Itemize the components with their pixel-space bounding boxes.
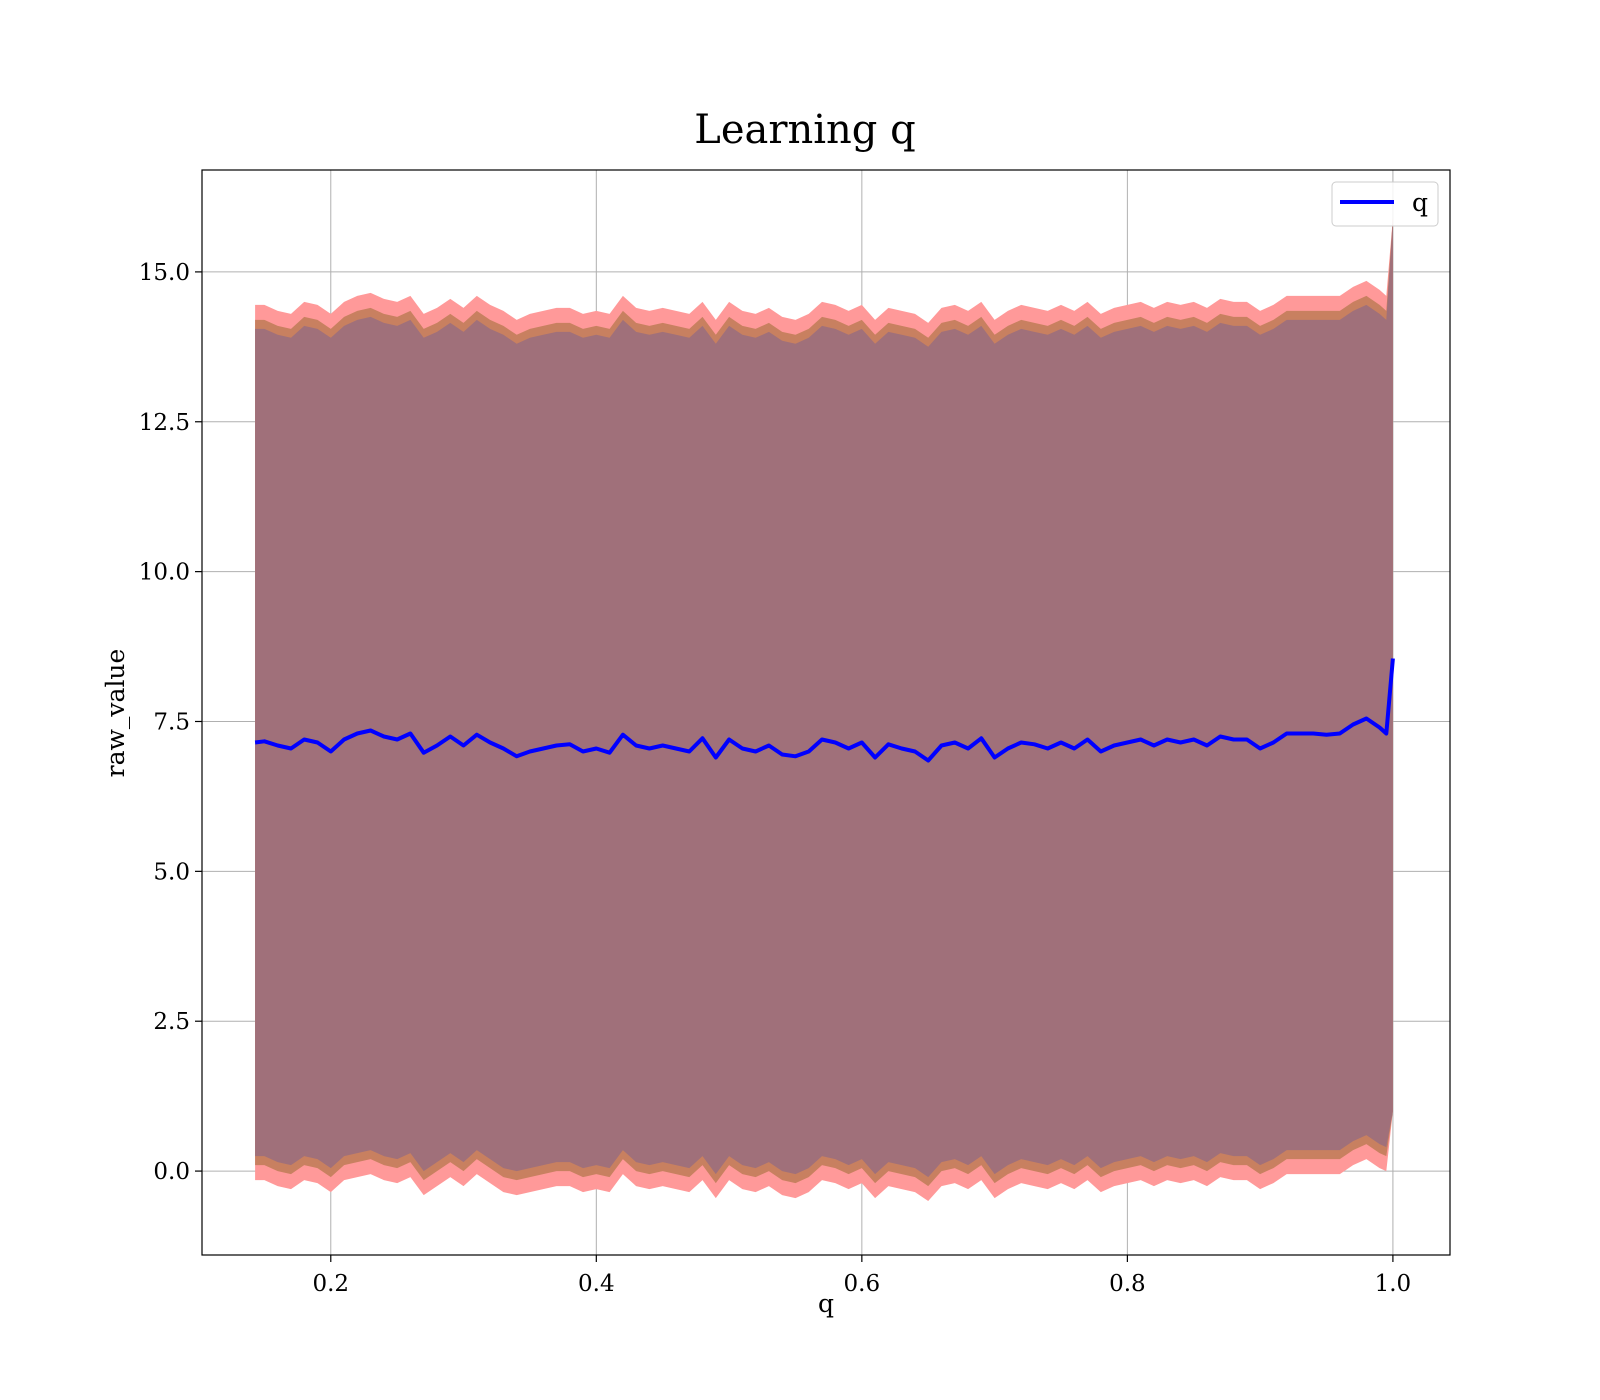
x-tick-label-0: 0.2 xyxy=(312,1271,349,1297)
confidence-bands xyxy=(255,218,1393,1201)
y-axis-ticks: 0.0 2.5 5.0 7.5 10.0 12.5 15.0 xyxy=(139,260,202,1185)
x-tick-label-2: 0.6 xyxy=(844,1271,881,1297)
y-tick-label-3: 7.5 xyxy=(153,709,190,735)
chart-title: Learning q xyxy=(694,107,915,153)
y-tick-label-6: 15.0 xyxy=(139,260,190,286)
plot-frame xyxy=(201,169,1451,1256)
legend-label-q: q xyxy=(1412,188,1428,217)
y-axis-label: raw_value xyxy=(101,649,130,778)
y-tick-label-5: 12.5 xyxy=(139,410,190,436)
y-tick-label-2: 5.0 xyxy=(153,859,190,885)
x-tick-label-1: 0.4 xyxy=(578,1271,615,1297)
legend: q xyxy=(1331,181,1439,227)
x-axis-label: q xyxy=(818,1289,834,1318)
x-tick-label-4: 1.0 xyxy=(1375,1271,1412,1297)
series-line-q xyxy=(254,658,1395,763)
x-axis-ticks: 0.2 0.4 0.6 0.8 1.0 xyxy=(312,1255,1411,1297)
y-tick-label-0: 0.0 xyxy=(153,1159,190,1185)
y-tick-label-1: 2.5 xyxy=(153,1009,190,1035)
band-inner xyxy=(255,218,1393,1178)
x-tick-label-3: 0.8 xyxy=(1109,1271,1146,1297)
y-tick-label-4: 10.0 xyxy=(139,560,190,586)
